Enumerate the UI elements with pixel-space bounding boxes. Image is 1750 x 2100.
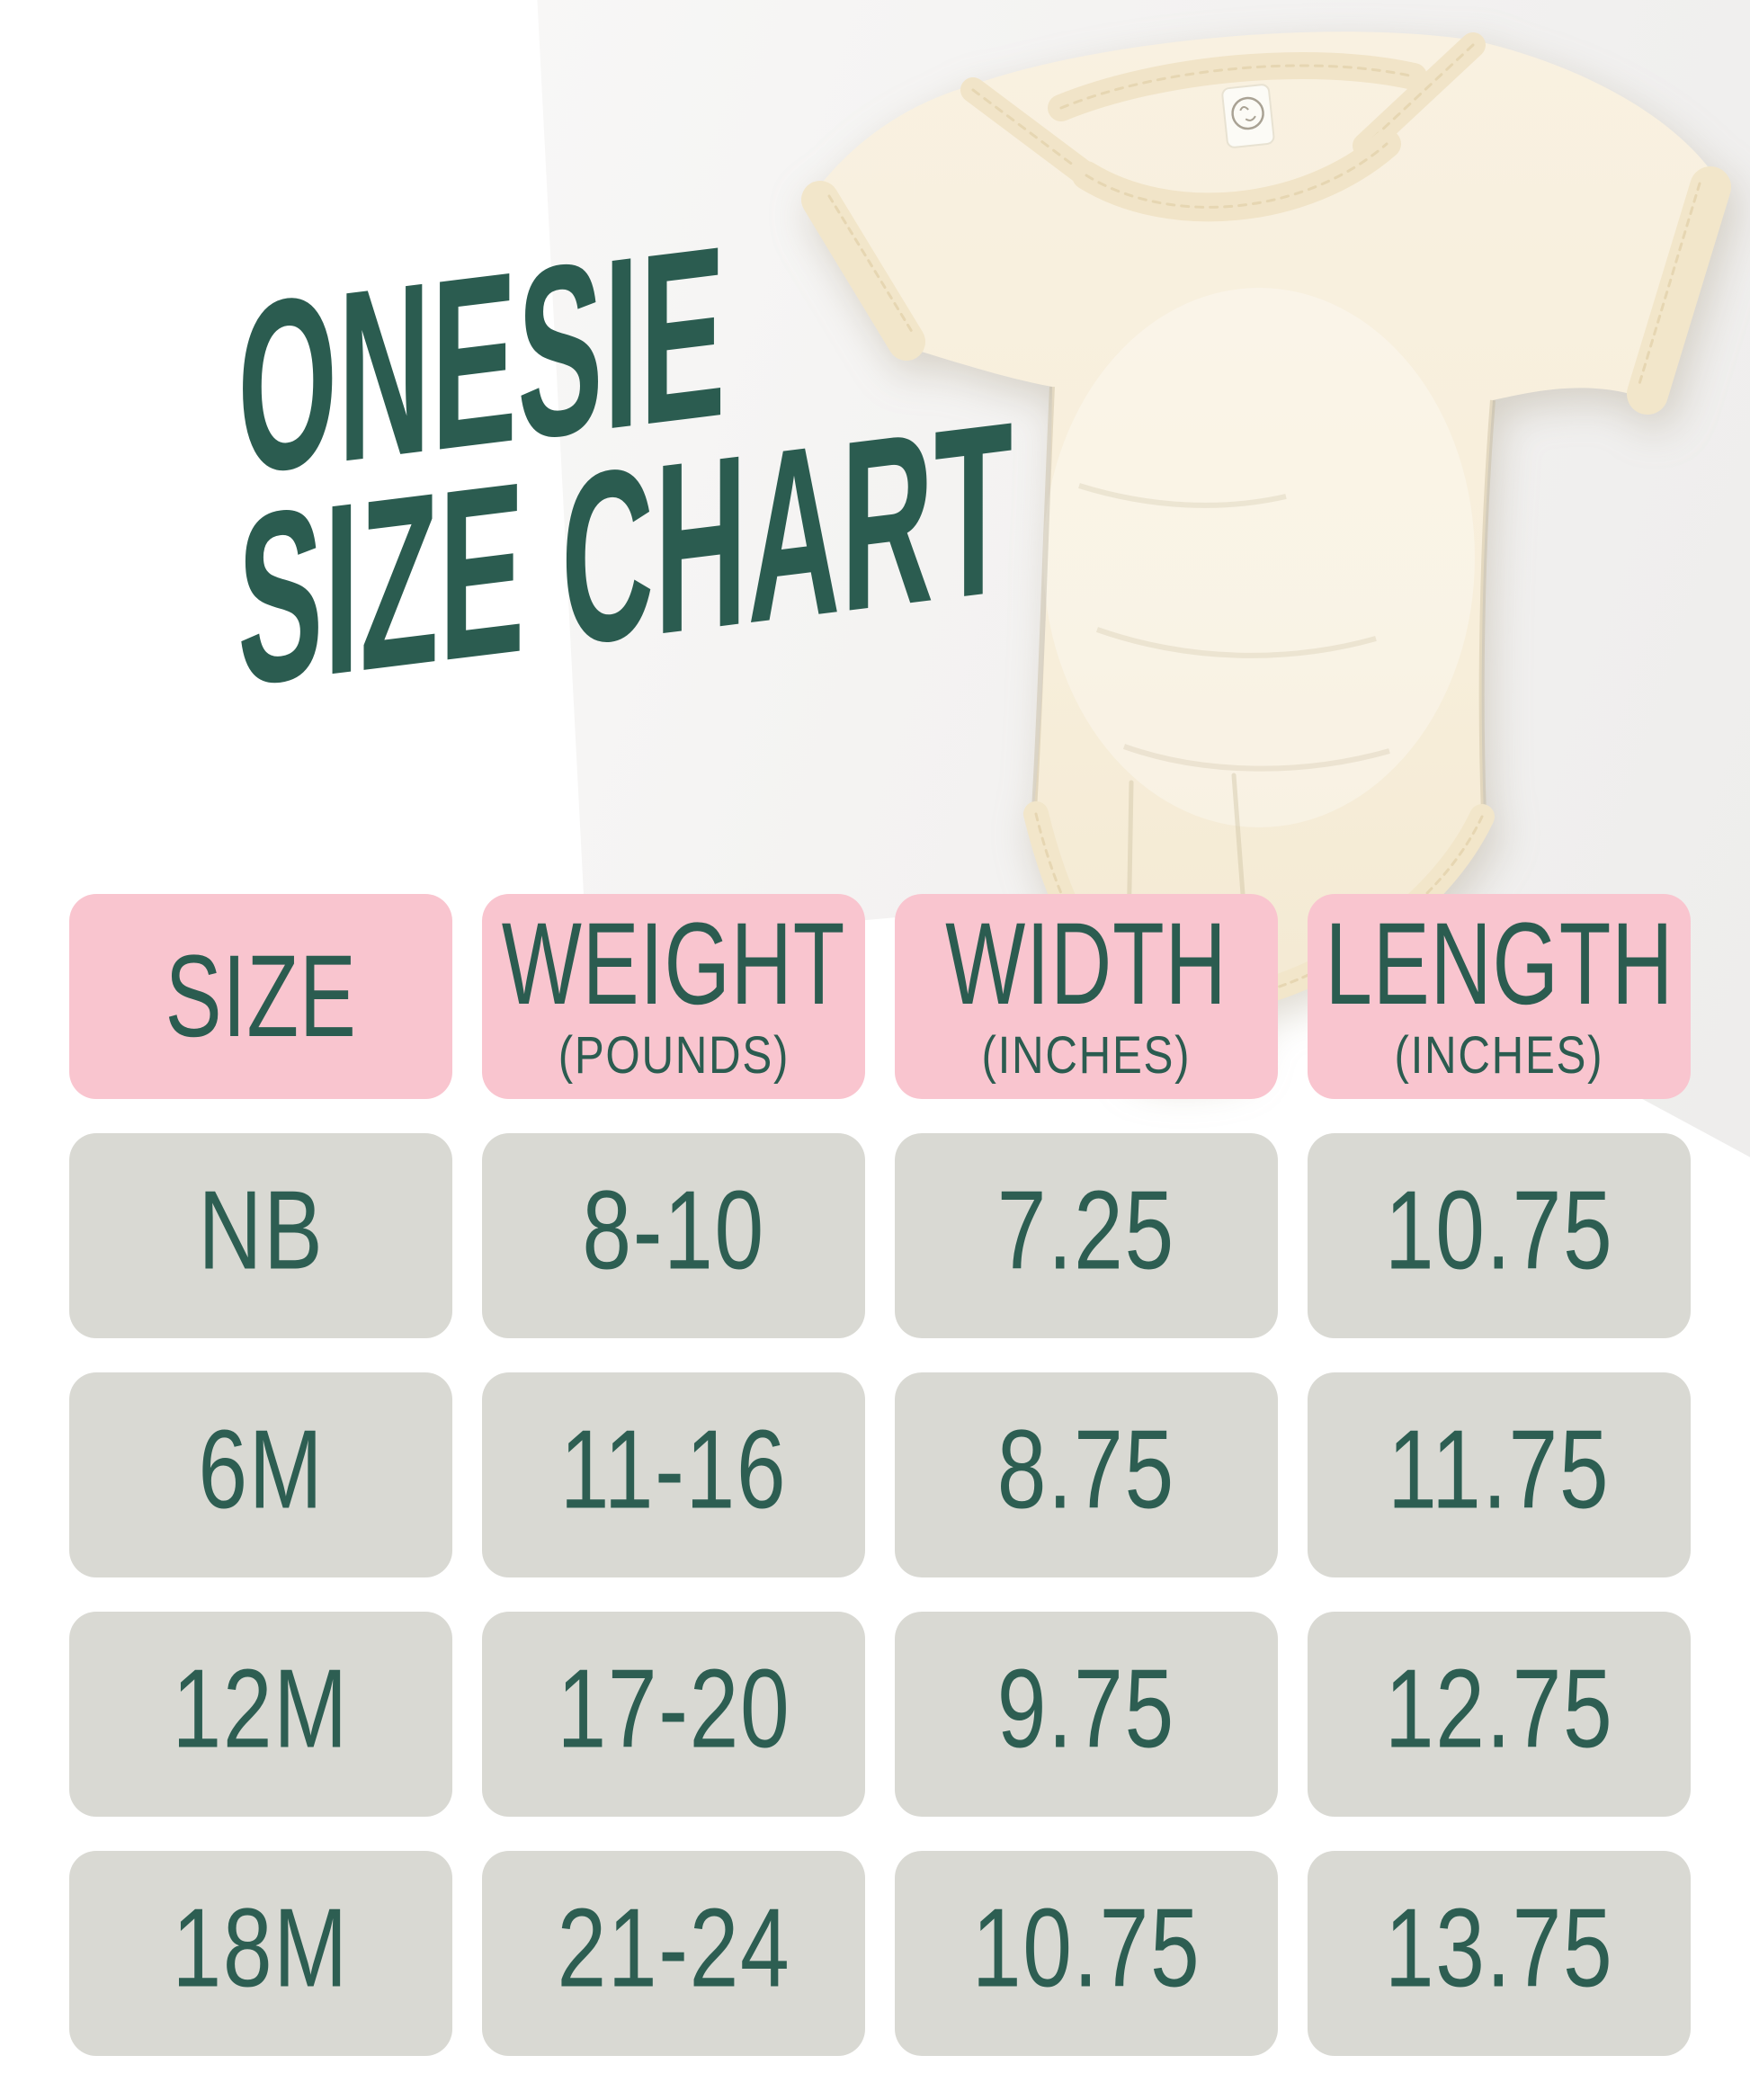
cell-value: 11.75 <box>1388 1407 1611 1533</box>
cell-value: 12M <box>172 1646 350 1772</box>
title-line-2: SIZE CHART <box>237 370 1013 737</box>
cell-value: 13.75 <box>1384 1885 1614 2011</box>
header-label: WEIGHT <box>501 898 846 1030</box>
table-cell: 11.75 <box>1308 1372 1691 1577</box>
cell-value: 6M <box>198 1407 324 1533</box>
header-label: SIZE <box>165 931 357 1062</box>
cell-value: 17-20 <box>557 1646 790 1772</box>
cell-value: 11-16 <box>559 1407 788 1533</box>
cell-value: NB <box>198 1167 324 1293</box>
cell-value: 18M <box>172 1885 350 2011</box>
cell-value: 10.75 <box>971 1885 1201 2011</box>
table-cell: 21-24 <box>482 1851 865 2056</box>
table-cell: 13.75 <box>1308 1851 1691 2056</box>
cell-value: 8.75 <box>996 1407 1176 1533</box>
table-cell: 17-20 <box>482 1612 865 1817</box>
page-title: ONESIE SIZE CHART <box>97 195 1013 737</box>
cell-value: 21-24 <box>557 1885 790 2011</box>
header-cell-length: LENGTH (INCHES) <box>1308 894 1691 1099</box>
cell-value: 10.75 <box>1384 1167 1614 1293</box>
table-cell: 8-10 <box>482 1133 865 1338</box>
table-cell: 10.75 <box>895 1851 1278 2056</box>
cell-value: 9.75 <box>996 1646 1176 1772</box>
table-cell: 10.75 <box>1308 1133 1691 1338</box>
row-label-cell: 12M <box>69 1612 452 1817</box>
table-cell: 9.75 <box>895 1612 1278 1817</box>
header-sublabel: (INCHES) <box>1394 1026 1604 1085</box>
cell-value: 8-10 <box>582 1167 765 1293</box>
table-cell: 7.25 <box>895 1133 1278 1338</box>
table-cell: 11-16 <box>482 1372 865 1577</box>
size-chart-table: SIZE WEIGHT (POUNDS) WIDTH (INCHES) LENG… <box>69 894 1691 2056</box>
header-cell-size: SIZE <box>69 894 452 1099</box>
header-label: LENGTH <box>1325 898 1674 1030</box>
table-cell: 8.75 <box>895 1372 1278 1577</box>
row-label-cell: NB <box>69 1133 452 1338</box>
cell-value: 12.75 <box>1384 1646 1614 1772</box>
header-sublabel: (POUNDS) <box>558 1026 790 1085</box>
header-cell-width: WIDTH (INCHES) <box>895 894 1278 1099</box>
table-cell: 12.75 <box>1308 1612 1691 1817</box>
cell-value: 7.25 <box>996 1167 1176 1293</box>
header-label: WIDTH <box>945 898 1228 1030</box>
header-sublabel: (INCHES) <box>981 1026 1192 1085</box>
row-label-cell: 6M <box>69 1372 452 1577</box>
header-cell-weight: WEIGHT (POUNDS) <box>482 894 865 1099</box>
row-label-cell: 18M <box>69 1851 452 2056</box>
